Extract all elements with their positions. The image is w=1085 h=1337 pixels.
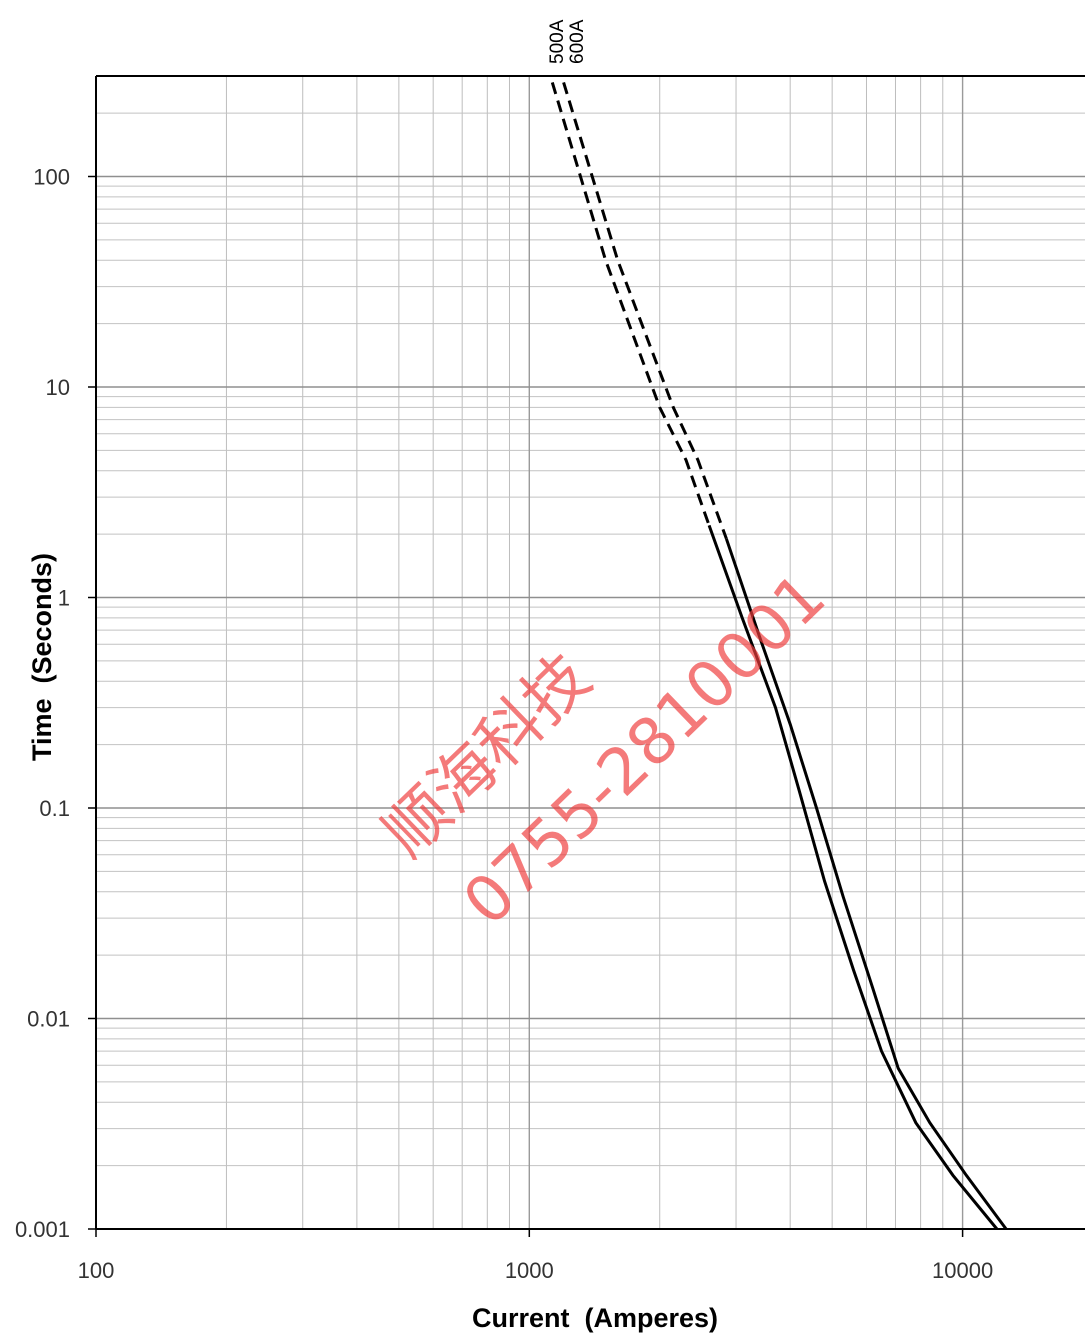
series-500A-dashed-line [550, 81, 711, 526]
x-tick-label: 100 [78, 1258, 115, 1283]
series-label: 500A [547, 19, 568, 64]
x-tick-labels: 100 1000 10000 [78, 1258, 994, 1283]
x-tick-label: 1000 [505, 1258, 554, 1283]
watermark: 顺海科技 0755-2810001 [370, 560, 840, 940]
series-600A-dashed-line [562, 81, 728, 540]
y-tick-label: 0.1 [39, 796, 70, 821]
series-label: 600A [567, 19, 588, 64]
y-tick-label: 0.01 [27, 1007, 70, 1032]
x-axis-title: Current (Amperes) [472, 1303, 718, 1333]
series-labels: 500A 600A [547, 19, 588, 64]
y-tick-label: 10 [46, 375, 70, 400]
major-grid [95, 76, 1085, 1230]
y-axis-title: Time (Seconds) [27, 553, 57, 761]
series-500A-solid-line [707, 524, 999, 1230]
series-layer [550, 81, 1008, 1230]
y-tick-labels: 100 10 1 0.1 0.01 0.001 [15, 165, 70, 1243]
minor-grid [96, 75, 1085, 1229]
y-tick-label: 0.001 [15, 1217, 70, 1242]
y-tick-label: 100 [33, 165, 70, 190]
plot-frame [88, 75, 1085, 1237]
x-tick-label: 10000 [932, 1258, 993, 1283]
y-tick-label: 1 [58, 586, 70, 611]
series-600A-solid-line [724, 538, 1008, 1230]
